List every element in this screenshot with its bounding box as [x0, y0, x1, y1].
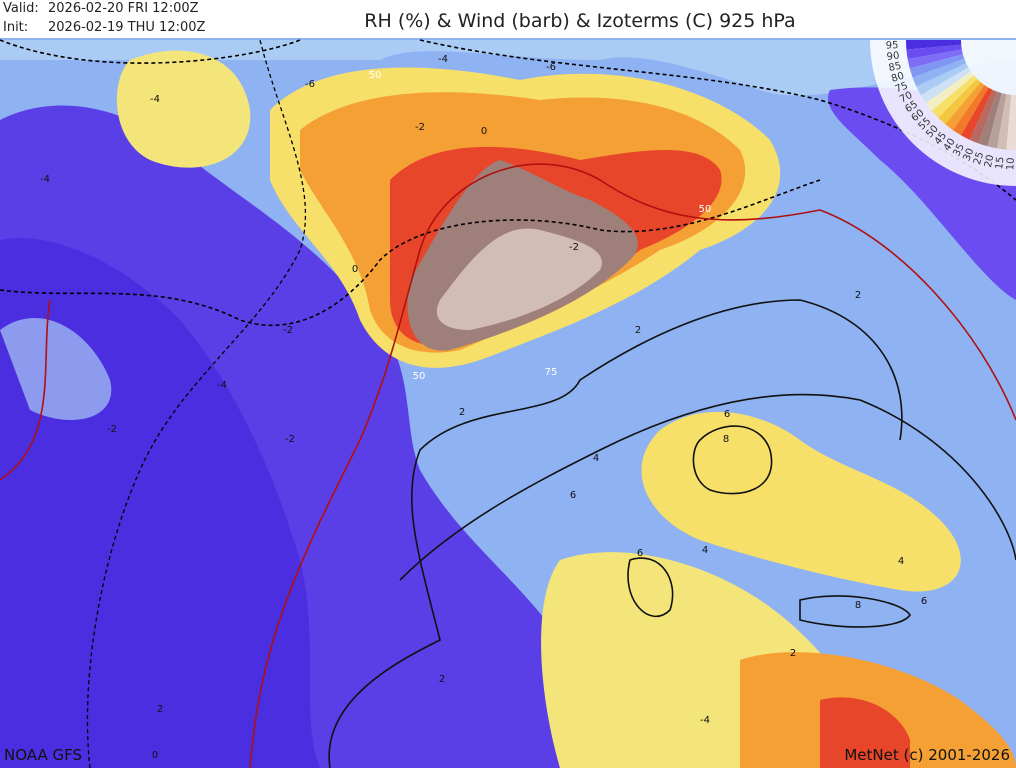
isotherm-label: -4 — [150, 94, 160, 105]
contour-labels: -4 -6 -4 -2 0 -2 -6 -4 -2 0 2 -2 2 -4 -2 2 4 6 8 6 6 4 8 6 4 2 2 0 2… — [40, 54, 927, 761]
isotherm-label: -2 — [415, 122, 425, 133]
legend-label: 20 — [983, 154, 996, 169]
isotherm-label: -2 — [107, 424, 117, 435]
isotherm-label: -4 — [40, 174, 50, 185]
legend-label: 95 — [886, 40, 899, 52]
isotherm-label: -2 — [569, 242, 579, 253]
isotherm-label: 4 — [898, 556, 904, 567]
legend-swatch — [916, 63, 969, 95]
legend-label: 90 — [886, 50, 900, 63]
legend-swatch — [978, 91, 1002, 147]
legend-label: 10 — [1005, 157, 1016, 170]
legend-swatch — [987, 93, 1007, 149]
legend-swatch — [961, 87, 993, 140]
valid-time: 2026-02-20 FRI 12:00Z — [48, 1, 199, 16]
isotherm-label: -2 — [283, 325, 293, 336]
copyright: MetNet (c) 2001-2026 — [844, 746, 1010, 764]
isotherm-label: 6 — [921, 596, 927, 607]
isotherm-label: 4 — [702, 545, 708, 556]
source: NOAA GFS — [4, 746, 82, 764]
rh-label: 75 — [545, 367, 558, 378]
legend-swatch — [912, 58, 967, 87]
legend-label: 25 — [972, 151, 986, 166]
isotherm-label: -4 — [438, 54, 448, 65]
isotherm-label: 2 — [439, 674, 445, 685]
legend-swatch — [996, 94, 1012, 150]
isotherm-label: -6 — [546, 62, 556, 73]
legend-swatch — [906, 44, 962, 60]
isotherm-label: 6 — [724, 409, 730, 420]
init-time: 2026-02-19 THU 12:00Z — [48, 20, 206, 35]
legend-label: 80 — [890, 71, 905, 85]
legend-swatch — [920, 67, 971, 104]
map-title: RH (%) & Wind (barb) & Izoterms (C) 925 … — [364, 10, 795, 32]
legend-swatch — [909, 54, 965, 78]
legend-label: 35 — [951, 142, 967, 158]
rh-label: 50 — [413, 371, 426, 382]
isotherm-label: 8 — [855, 600, 861, 611]
isotherm-label: 2 — [635, 325, 641, 336]
legend-swatch — [906, 40, 962, 50]
isotherm-label: -4 — [217, 380, 227, 391]
rh-label: 50 — [369, 70, 382, 81]
header: Valid: 2026-02-20 FRI 12:00Z Init: 2026-… — [3, 1, 796, 35]
legend-swatch — [952, 85, 989, 136]
legend-label: 75 — [894, 80, 910, 95]
isotherm-label: 0 — [352, 264, 358, 275]
isotherm-label: 8 — [723, 434, 729, 445]
isotherm-label: -4 — [700, 715, 710, 726]
isotherm-label: 0 — [152, 750, 158, 761]
isotherm-label: 0 — [481, 126, 487, 137]
isotherm-label: 2 — [157, 704, 163, 715]
legend-swatch — [925, 71, 974, 111]
legend-label: 15 — [994, 156, 1007, 170]
isotherm-label: -6 — [305, 79, 315, 90]
map-area — [0, 38, 1016, 768]
legend-swatch — [945, 82, 985, 131]
legend-swatch — [1006, 94, 1016, 150]
valid-label: Valid: — [3, 1, 39, 16]
init-label: Init: — [3, 20, 28, 35]
isotherm-label: 6 — [570, 490, 576, 501]
legend-swatch — [931, 75, 978, 118]
isotherm-label: -2 — [285, 434, 295, 445]
legend-label: 70 — [898, 90, 914, 106]
legend-swatch — [907, 49, 963, 69]
legend-swatch — [969, 89, 998, 144]
rh-label: 50 — [699, 204, 712, 215]
legend-swatch — [938, 78, 981, 125]
isotherm-label: 4 — [593, 453, 599, 464]
isotherm-label: 2 — [459, 407, 465, 418]
isotherm-label: 6 — [637, 548, 643, 559]
isotherm-label: 2 — [790, 648, 796, 659]
header-bar — [0, 0, 1016, 38]
legend-label: 85 — [888, 61, 903, 74]
legend-label: 30 — [961, 147, 976, 163]
isotherm-label: 2 — [855, 290, 861, 301]
